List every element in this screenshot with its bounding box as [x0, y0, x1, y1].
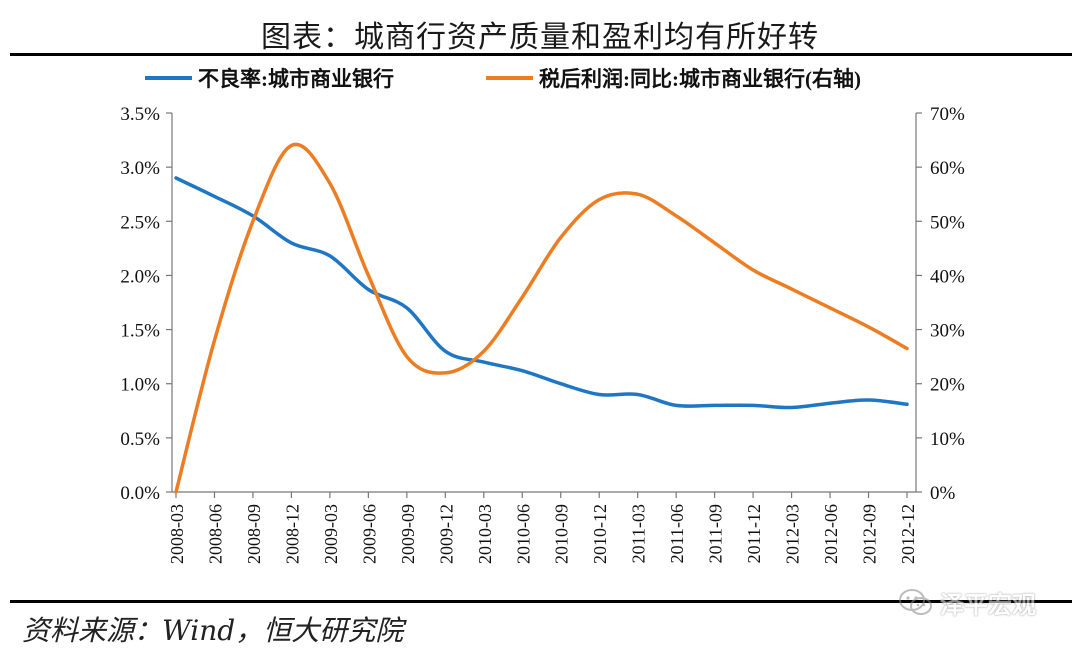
- legend-label-profit: 税后利润:同比:城市商业银行(右轴): [539, 67, 861, 91]
- x-tick-label: 2010-03: [475, 504, 495, 564]
- right-axis-ticks: 0% 10% 20% 30% 40% 50% 60% 70%: [916, 104, 965, 504]
- x-tick-label: 2009-06: [359, 504, 379, 564]
- right-tick-label: 70%: [930, 104, 965, 125]
- x-tick-label: 2009-12: [436, 504, 456, 564]
- x-tick-label: 2011-09: [706, 504, 726, 563]
- x-tick-label: 2010-09: [552, 504, 572, 564]
- x-tick-label: 2011-06: [667, 504, 687, 563]
- line-chart: 不良率:城市商业银行 税后利润:同比:城市商业银行(右轴) 0.0% 0.5% 1.…: [120, 67, 965, 564]
- x-tick-label: 2008-06: [205, 504, 225, 564]
- right-tick-label: 30%: [930, 321, 965, 342]
- left-tick-label: 3.0%: [120, 158, 160, 179]
- left-tick-label: 2.5%: [120, 212, 160, 233]
- left-tick-label: 0.0%: [120, 483, 160, 504]
- x-tick-label: 2008-09: [244, 504, 264, 564]
- chart-title: 图表：城商行资产质量和盈利均有所好转: [261, 20, 819, 55]
- x-axis-ticks: 2008-03 2008-06 2008-09 2008-12 2009-03 2009-…: [167, 492, 918, 564]
- x-tick-label: 2008-12: [282, 504, 302, 564]
- right-tick-label: 60%: [930, 158, 965, 179]
- right-tick-label: 0%: [930, 483, 956, 504]
- right-tick-label: 40%: [930, 266, 965, 287]
- left-tick-label: 1.5%: [120, 321, 160, 342]
- bottom-rule: [10, 600, 1072, 603]
- left-axis-ticks: 0.0% 0.5% 1.0% 1.5% 2.0% 2.5% 3.0% 3.5%: [120, 104, 172, 504]
- legend: 不良率:城市商业银行 税后利润:同比:城市商业银行(右轴): [145, 67, 861, 91]
- left-tick-label: 0.5%: [120, 429, 160, 450]
- left-tick-label: 1.0%: [120, 375, 160, 396]
- x-tick-label: 2008-03: [167, 504, 187, 564]
- x-tick-label: 2011-12: [744, 504, 764, 563]
- x-tick-label: 2009-09: [398, 504, 418, 564]
- x-tick-label: 2012-06: [821, 504, 841, 564]
- legend-label-npl: 不良率:城市商业银行: [198, 67, 394, 91]
- wechat-icon: [899, 588, 932, 615]
- right-tick-label: 20%: [930, 375, 965, 396]
- x-tick-label: 2010-06: [513, 504, 533, 564]
- x-tick-label: 2012-12: [898, 504, 918, 564]
- x-tick-label: 2009-03: [321, 504, 341, 564]
- series-line-npl: [174, 176, 909, 410]
- x-tick-label: 2012-03: [783, 504, 803, 564]
- right-tick-label: 50%: [930, 212, 965, 233]
- left-tick-label: 3.5%: [120, 104, 160, 125]
- watermark-text: 泽平宏观: [940, 591, 1036, 619]
- top-rule: [10, 53, 1072, 56]
- x-tick-label: 2012-09: [860, 504, 880, 564]
- watermark: 泽平宏观: [898, 585, 1036, 620]
- x-tick-label: 2011-03: [629, 504, 649, 563]
- source-note: 资料来源：Wind，恒大研究院: [22, 614, 404, 647]
- x-tick-label: 2010-12: [590, 504, 610, 564]
- series-line-profit: [174, 142, 909, 494]
- right-tick-label: 10%: [930, 429, 965, 450]
- left-tick-label: 2.0%: [120, 266, 160, 287]
